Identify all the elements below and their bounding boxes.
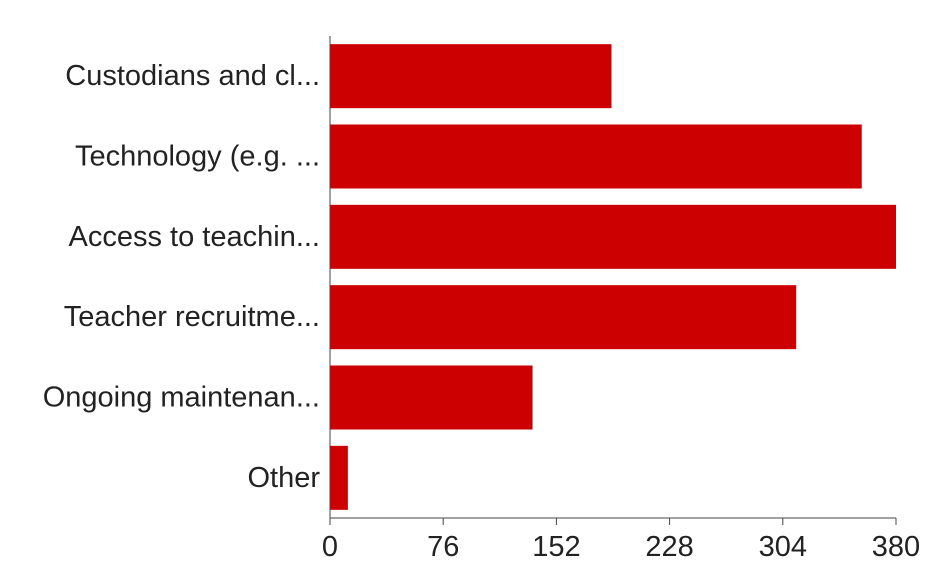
bar-3 [330, 285, 797, 350]
x-tick-label-2: 152 [532, 531, 580, 562]
x-tick-label-5: 380 [872, 531, 920, 562]
bars-layer [330, 44, 896, 510]
x-axis-ticks: 0 76 152 228 304 380 [322, 518, 920, 563]
bar-0 [330, 44, 612, 109]
bar-1 [330, 124, 862, 189]
bar-5 [330, 445, 348, 510]
category-label-0: Custodians and cl... [65, 60, 320, 92]
x-tick-label-0: 0 [322, 531, 338, 562]
bar-2 [330, 204, 896, 269]
x-tick-label-1: 76 [427, 531, 459, 562]
category-label-3: Teacher recruitme... [64, 301, 320, 333]
category-label-4: Ongoing maintenan... [43, 382, 320, 414]
x-tick-label-4: 304 [759, 531, 807, 562]
bar-4 [330, 365, 533, 430]
category-label-5: Other [247, 462, 320, 494]
category-labels: Custodians and cl... Technology (e.g. ...… [43, 60, 321, 494]
x-tick-label-3: 228 [645, 531, 693, 562]
category-label-2: Access to teachin... [69, 221, 320, 253]
axes [329, 36, 896, 519]
category-label-1: Technology (e.g. ... [75, 141, 320, 173]
